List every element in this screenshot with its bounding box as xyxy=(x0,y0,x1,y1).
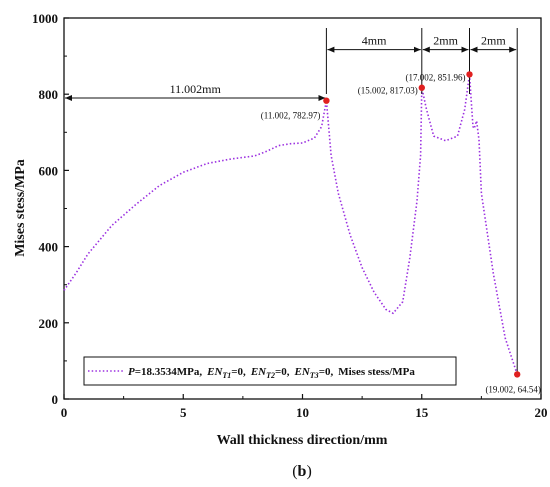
dimension-annotations: 11.002mm 4mm 2mm 2mm xyxy=(65,28,518,375)
x-tick-label: 10 xyxy=(296,405,309,420)
dimension-label: 2mm xyxy=(433,34,458,48)
x-tick-label: 20 xyxy=(535,405,548,420)
y-tick-label: 0 xyxy=(52,392,59,407)
marker-label: (19.002, 64.54) xyxy=(485,384,541,394)
marker-point xyxy=(466,71,473,78)
marker-point xyxy=(513,371,521,378)
x-tick-label: 0 xyxy=(61,405,68,420)
dimension-label: 11.002mm xyxy=(170,82,222,96)
y-axis-title: Mises stess/MPa xyxy=(13,159,28,257)
marker-group: (11.002, 782.97) (15.002, 817.03) (17.002,… xyxy=(261,71,541,394)
marker-label: (15.002, 817.03) xyxy=(358,86,418,96)
legend-label: P=18.3534MPa, ENT1=0, ENT2=0, ENT3=0, Mises … xyxy=(128,366,415,380)
y-tick-label: 600 xyxy=(39,163,59,178)
series-group xyxy=(63,73,518,375)
dimension-label: 2mm xyxy=(481,34,506,48)
marker-point xyxy=(323,97,330,104)
legend: P=18.3534MPa, ENT1=0, ENT2=0, ENT3=0, Mises … xyxy=(83,356,457,386)
dimension-label: 4mm xyxy=(362,34,387,48)
y-tick-label: 400 xyxy=(39,240,59,255)
figure-caption: (b) xyxy=(292,463,312,480)
series-line xyxy=(63,73,518,375)
y-tick-label: 200 xyxy=(39,316,59,331)
x-axis-title: Wall thickness direction/mm xyxy=(217,433,388,448)
legend-box xyxy=(83,356,457,386)
marker-label: (11.002, 782.97) xyxy=(261,111,321,121)
x-tick-label: 15 xyxy=(415,405,429,420)
marker-point xyxy=(418,84,425,91)
y-tick-label: 800 xyxy=(39,87,59,102)
marker-label: (17.002, 851.96) xyxy=(405,72,465,82)
x-tick-label: 5 xyxy=(180,405,187,420)
y-tick-label: 1000 xyxy=(32,11,58,26)
